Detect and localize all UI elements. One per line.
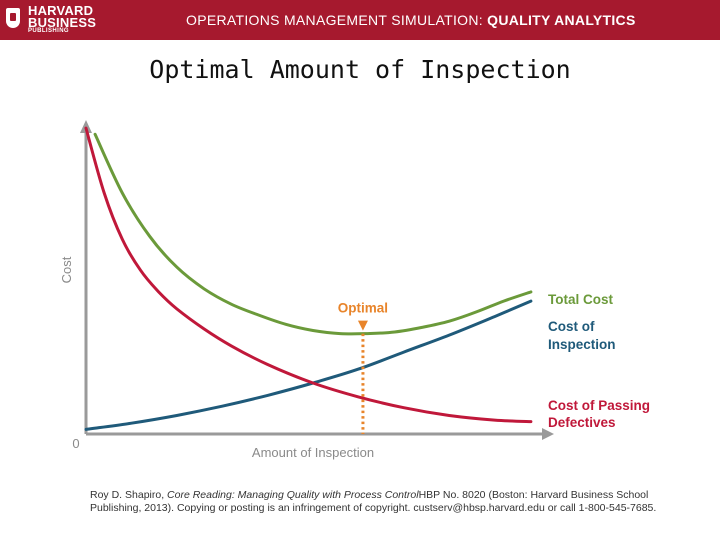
series-label-cost-of-inspection-1: Cost of [548,319,595,334]
shield-icon [6,8,20,28]
series-label-total-cost: Total Cost [548,292,613,307]
series-label-cost-of-passing-defectives-1: Cost of Passing [548,398,650,413]
series-line-cost-of-passing-defectives [84,126,533,424]
citation-rest: HBP No. 8020 (Boston: Harvard Business S… [90,489,657,514]
series-label-cost-of-passing-defectives-2: Defectives [548,415,616,430]
x-axis-arrow [542,428,554,440]
origin-label: 0 [72,436,79,451]
optimal-label: Optimal [338,301,388,316]
header-bar: HARVARD BUSINESS PUBLISHING OPERATIONS M… [0,0,720,40]
header-title-prefix: OPERATIONS MANAGEMENT SIMULATION: [186,12,488,28]
citation-work: Core Reading: Managing Quality with Proc… [167,489,419,501]
series-line-cost-of-inspection [84,299,533,431]
header-title-bold: QUALITY ANALYTICS [487,12,636,28]
logo-line-business: BUSINESS [28,15,97,30]
y-axis-label: Cost [59,256,74,283]
citation-author: Roy D. Shapiro, [90,489,168,501]
hbp-logo: HARVARD BUSINESS PUBLISHING [6,4,106,36]
series-label-cost-of-inspection-2: Inspection [548,337,616,352]
header-title: OPERATIONS MANAGEMENT SIMULATION: QUALIT… [186,12,636,28]
logo-line-publishing: PUBLISHING [28,28,70,34]
optimal-marker-arrow [357,320,368,331]
x-axis-label: Amount of Inspection [252,445,374,460]
y-axis-arrow [80,120,92,133]
series-line-total-cost [93,132,533,336]
slide-title: Optimal Amount of Inspection [149,55,571,84]
citation: Roy D. Shapiro, Core Reading: Managing Q… [90,489,700,515]
logo-line-harvard: HARVARD [28,3,94,18]
